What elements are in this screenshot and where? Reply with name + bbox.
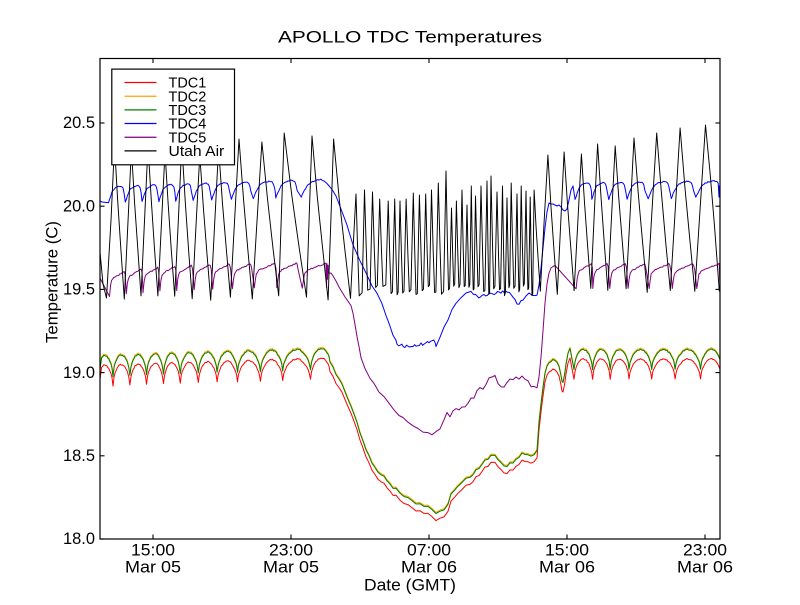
svg-text:Utah Air: Utah Air [169, 144, 225, 160]
svg-text:23:00: 23:00 [683, 541, 727, 560]
svg-text:TDC3: TDC3 [169, 103, 207, 119]
svg-text:18.5: 18.5 [63, 446, 95, 465]
svg-text:TDC2: TDC2 [169, 89, 207, 105]
svg-text:20.0: 20.0 [63, 196, 95, 215]
svg-text:Mar 06: Mar 06 [677, 557, 733, 576]
svg-text:15:00: 15:00 [545, 541, 589, 560]
svg-text:19.0: 19.0 [63, 363, 95, 382]
svg-text:Mar 05: Mar 05 [125, 557, 181, 576]
svg-text:TDC4: TDC4 [169, 117, 207, 133]
svg-text:Date (GMT): Date (GMT) [364, 576, 456, 595]
svg-text:APOLLO TDC Temperatures: APOLLO TDC Temperatures [278, 28, 542, 47]
svg-text:Temperature (C): Temperature (C) [43, 221, 62, 343]
svg-text:Mar 06: Mar 06 [539, 557, 595, 576]
svg-text:15:00: 15:00 [131, 541, 175, 560]
svg-text:Mar 06: Mar 06 [401, 557, 457, 576]
svg-text:20.5: 20.5 [63, 113, 95, 132]
svg-text:TDC1: TDC1 [169, 76, 207, 92]
svg-text:23:00: 23:00 [269, 541, 313, 560]
svg-text:TDC5: TDC5 [169, 130, 207, 146]
svg-text:07:00: 07:00 [407, 541, 451, 560]
svg-text:19.5: 19.5 [63, 280, 95, 299]
svg-text:Mar 05: Mar 05 [263, 557, 319, 576]
svg-text:18.0: 18.0 [63, 529, 95, 548]
